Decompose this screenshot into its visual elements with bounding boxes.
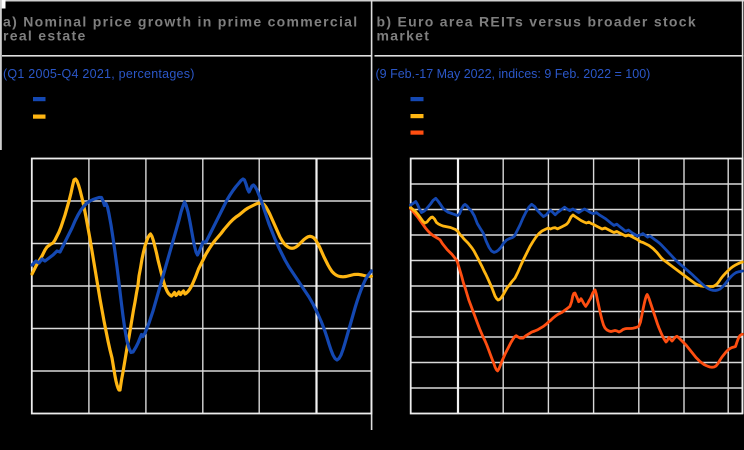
svg-text:b) Euro area REITs versus broa: b) Euro area REITs versus broader stock	[377, 14, 697, 30]
svg-text:(Q1 2005-Q4 2021, percentages): (Q1 2005-Q4 2021, percentages)	[3, 67, 195, 81]
svg-text:a) Nominal price growth in pri: a) Nominal price growth in prime commerc…	[3, 14, 358, 30]
svg-text:market: market	[377, 28, 431, 44]
svg-text:real estate: real estate	[3, 28, 87, 44]
svg-text:(9 Feb.-17 May 2022, indices:: (9 Feb.-17 May 2022, indices: 9 Feb. 202…	[376, 67, 651, 81]
